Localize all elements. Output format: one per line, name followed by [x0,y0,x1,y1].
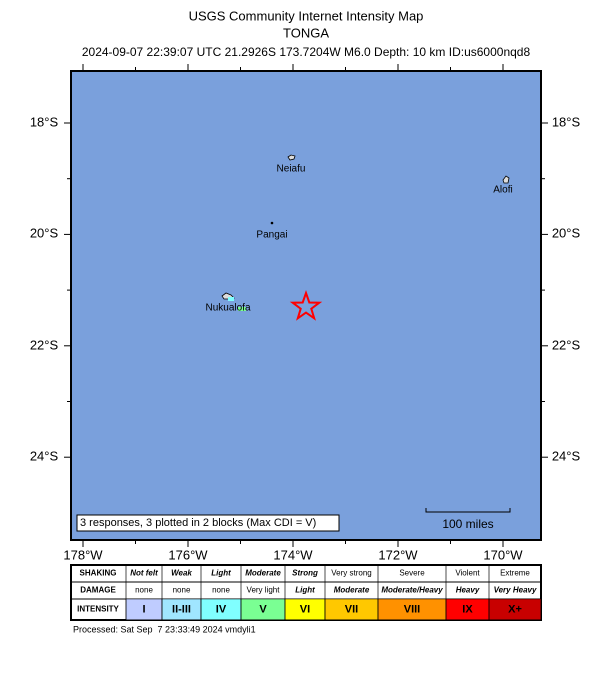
legend-cell: Weak [171,569,192,578]
lat-label: 22°S [552,337,581,352]
legend-cell: IV [216,603,227,615]
legend-cell: IX [462,603,473,615]
place-dot [270,221,274,225]
response-note: 3 responses, 3 plotted in 2 blocks (Max … [80,517,316,529]
legend-cell: X+ [508,603,522,615]
legend-cell: none [212,586,230,595]
lon-label: 170°W [483,547,523,562]
frame-ticks [64,64,548,547]
response-box [76,514,340,532]
place-label: Neiafu [277,164,306,175]
lon-label: 178°W [63,547,103,562]
lat-label: 24°S [30,448,59,463]
legend-cell: none [173,586,191,595]
place-label: Alofi [493,185,512,196]
lat-label: 20°S [30,225,59,240]
legend-cell: Moderate [245,569,281,578]
legend-cell: Severe [399,569,425,578]
intensity-block [228,297,234,301]
lat-label: 24°S [552,448,581,463]
map-frame [70,70,542,541]
legend-cell: Light [295,586,315,595]
legend-cell: VIII [404,603,421,615]
legend-cell: Heavy [456,586,480,595]
epicenter [289,289,323,321]
lat-label: 18°S [30,114,59,129]
legend-row-label: DAMAGE [80,586,116,595]
lat-label: 18°S [552,114,581,129]
legend-cell: Strong [292,569,318,578]
legend-cell: V [259,603,267,615]
legend-cell: Violent [455,569,480,578]
legend-cell: Not felt [130,569,158,578]
legend-row-label: INTENSITY [77,605,119,614]
legend-cell: Moderate [334,586,370,595]
lat-label: 20°S [552,225,581,240]
lat-label: 22°S [30,337,59,352]
lon-label: 174°W [273,547,313,562]
legend-cell: Very Heavy [494,586,537,595]
region: TONGA [283,25,329,40]
legend-cell: Moderate/Heavy [381,586,443,595]
legend-cell: I [142,603,145,615]
title: USGS Community Internet Intensity Map [189,8,424,23]
legend-cell: VI [300,603,310,615]
scale-label: 100 miles [442,517,493,531]
event-info: 2024-09-07 22:39:07 UTC 21.2926S 173.720… [82,45,531,59]
place-label: Nukualofa [205,303,250,314]
legend-cell: none [135,586,153,595]
legend-row-label: SHAKING [80,569,117,578]
legend-cell: Very strong [331,569,371,578]
place-label: Pangai [256,230,287,241]
intensity-block [238,307,246,311]
lon-label: 176°W [168,547,208,562]
legend-cell: II-III [172,603,191,615]
legend-cell: VII [345,603,358,615]
lon-label: 172°W [378,547,418,562]
footer: Processed: Sat Sep 7 23:33:49 2024 vmdyl… [73,624,256,634]
legend-cell: Very light [247,586,281,595]
scale-bar [425,508,511,513]
legend-cell: Extreme [500,569,530,578]
legend: SHAKING Not felt Weak Light Moderate Strong Ve… [70,564,542,621]
legend-cell: Light [211,569,231,578]
